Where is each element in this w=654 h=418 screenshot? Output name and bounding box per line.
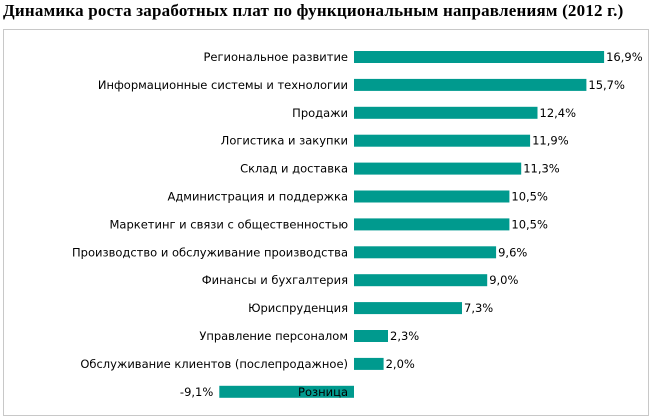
bar [354, 330, 388, 342]
value-label: 9,6% [498, 245, 527, 259]
bar [354, 162, 522, 175]
category-label: Администрация и поддержка [167, 190, 348, 204]
category-label: Обслуживание клиентов (послепродажное) [80, 357, 348, 371]
bar [354, 106, 538, 119]
value-label: 11,3% [523, 162, 560, 176]
category-label: Юриспруденция [248, 301, 348, 315]
category-label: Управление персоналом [199, 329, 348, 343]
category-label: Региональное развитие [203, 50, 348, 64]
value-label: 10,5% [511, 190, 548, 204]
value-label: 2,3% [390, 329, 419, 343]
value-label: 9,0% [489, 273, 518, 287]
bar [354, 51, 605, 63]
value-label: 12,4% [540, 106, 577, 120]
category-label: Продажи [292, 106, 348, 120]
bar [354, 246, 497, 259]
bar [354, 190, 510, 203]
chart-frame: Региональное развитие 16,9% Информационные… [3, 29, 649, 416]
category-label: Розница [298, 385, 348, 399]
bar [354, 218, 510, 231]
value-label: 15,7% [588, 78, 625, 92]
chart-title: Динамика роста заработных плат по функци… [3, 1, 624, 20]
value-label: 10,5% [511, 217, 548, 231]
category-label: Информационные системы и технологии [98, 78, 348, 92]
value-label: 16,9% [606, 50, 643, 64]
bar [354, 78, 587, 91]
value-label: 11,9% [532, 134, 569, 148]
bar [354, 134, 531, 147]
category-label: Склад и доставка [240, 162, 348, 176]
bar-chart: Региональное развитие 16,9% Информационные… [72, 50, 643, 399]
category-label: Финансы и бухгалтерия [202, 273, 348, 287]
value-label: 7,3% [464, 301, 493, 315]
bar [219, 385, 354, 398]
value-label: 2,0% [386, 357, 415, 371]
category-label: Производство и обслуживание производства [72, 245, 348, 259]
bar [354, 357, 384, 370]
category-label: Логистика и закупки [221, 134, 348, 148]
bar [354, 302, 462, 315]
category-label: Маркетинг и связи с общественностью [109, 217, 348, 231]
value-label: -9,1% [180, 385, 213, 399]
bar [354, 274, 488, 287]
